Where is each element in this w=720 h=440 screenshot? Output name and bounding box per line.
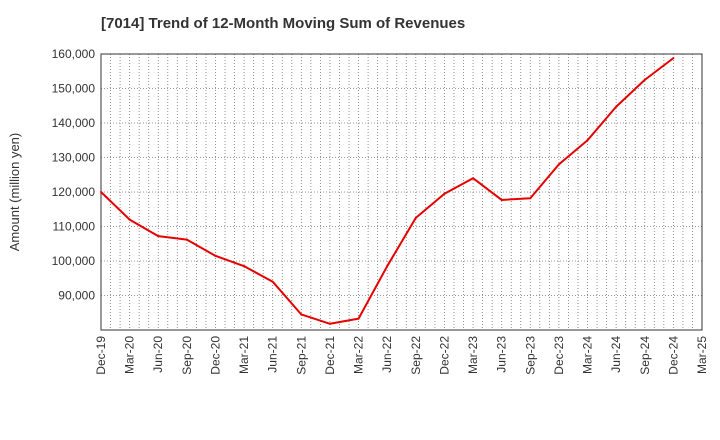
y-tick-label: 160,000: [52, 47, 96, 61]
y-tick-label: 120,000: [52, 185, 96, 199]
x-tick-label: Sep-22: [409, 336, 423, 375]
data-point: [672, 57, 675, 60]
x-tick-label: Mar-25: [695, 336, 709, 374]
data-point: [586, 139, 589, 142]
x-tick-label: Dec-23: [552, 336, 566, 375]
x-tick-label: Dec-19: [94, 336, 108, 375]
y-tick-label: 90,000: [58, 289, 95, 303]
chart-title: [7014] Trend of 12-Month Moving Sum of R…: [101, 15, 466, 32]
y-tick-label: 100,000: [52, 254, 96, 268]
x-tick-label: Dec-21: [323, 336, 337, 375]
y-axis-ticks: 90,000 100,000 110,000 120,000 130,000 140,00…: [52, 47, 96, 303]
data-point: [128, 218, 131, 221]
data-point: [615, 105, 618, 108]
data-point: [643, 78, 646, 81]
data-point: [414, 216, 417, 219]
x-tick-label: Dec-20: [208, 336, 222, 375]
data-point: [185, 238, 188, 241]
x-tick-label: Jun-20: [151, 336, 165, 373]
y-tick-label: 130,000: [52, 151, 96, 165]
data-point: [271, 280, 274, 283]
data-point: [357, 317, 360, 320]
x-tick-label: Sep-24: [638, 336, 652, 375]
y-tick-label: 150,000: [52, 82, 96, 96]
x-tick-label: Dec-22: [437, 336, 451, 375]
data-point: [443, 192, 446, 195]
data-point: [529, 197, 532, 200]
x-tick-label: Sep-23: [523, 336, 537, 375]
x-tick-label: Sep-20: [180, 336, 194, 375]
y-axis-label: Amount (million yen): [7, 133, 22, 252]
x-tick-label: Dec-24: [666, 336, 680, 375]
x-tick-label: Mar-23: [466, 336, 480, 374]
x-tick-label: Jun-23: [495, 336, 509, 373]
data-point: [157, 235, 160, 238]
data-point: [243, 265, 246, 268]
data-point: [100, 191, 102, 193]
data-point: [500, 198, 503, 201]
x-axis-ticks: Dec-19 Mar-20 Jun-20 Sep-20 Dec-20 Mar-21 Jun-…: [94, 336, 709, 375]
x-tick-label: Mar-22: [352, 336, 366, 374]
series-layer: [100, 57, 675, 325]
y-tick-label: 140,000: [52, 116, 96, 130]
data-point: [386, 265, 389, 268]
data-point: [300, 313, 303, 316]
x-tick-label: Jun-24: [609, 336, 623, 373]
y-tick-label: 110,000: [53, 220, 96, 234]
x-tick-label: Mar-20: [123, 336, 137, 374]
data-point: [214, 254, 217, 257]
x-tick-label: Sep-21: [294, 336, 308, 375]
x-tick-label: Mar-24: [581, 336, 595, 374]
data-point: [328, 322, 331, 325]
data-point: [472, 177, 475, 180]
data-point: [557, 163, 560, 166]
x-tick-label: Jun-22: [380, 336, 394, 373]
x-tick-label: Mar-21: [237, 336, 251, 374]
horizontal-gridlines: [101, 88, 702, 296]
x-tick-label: Jun-21: [266, 336, 280, 373]
